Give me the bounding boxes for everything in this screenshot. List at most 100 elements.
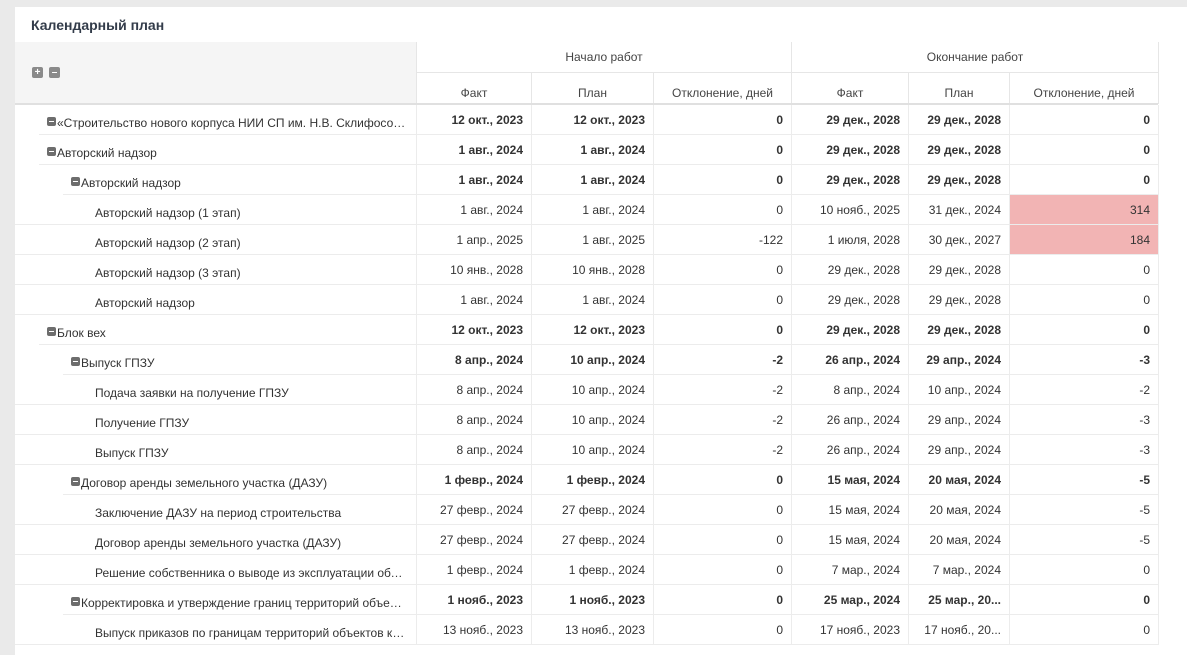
table-row[interactable]: Выпуск ГПЗУ 8 апр., 2024 10 апр., 2024 -2 26…	[15, 435, 1159, 465]
cell-end-plan: 29 дек., 2028	[908, 255, 1009, 285]
table-row[interactable]: Получение ГПЗУ 8 апр., 2024 10 апр., 2024-…	[15, 405, 1159, 435]
cell-end-fact: 15 мая, 2024	[791, 495, 908, 525]
row-label: Подача заявки на получение ГПЗУ	[95, 386, 289, 400]
collapse-toggle-icon[interactable]	[71, 177, 80, 187]
row-name: «Строительство нового корпуса НИИ СП им.…	[47, 105, 407, 135]
row-label: Выпуск ГПЗУ	[81, 356, 155, 370]
row-name: Получение ГПЗУ	[95, 405, 407, 435]
table-row[interactable]: Авторский надзор (1 этап) 1 авг., 2024 1 а…	[15, 195, 1159, 225]
table-row[interactable]: Договор аренды земельного участка (ДАЗУ)…	[15, 465, 1159, 495]
group-header-start: Начало работ	[416, 42, 791, 73]
collapse-toggle-icon[interactable]	[71, 357, 80, 367]
cell-start-plan: 12 окт., 2023	[531, 315, 653, 345]
cell-end-fact: 29 дек., 2028	[791, 105, 908, 135]
cell-start-fact: 27 февр., 2024	[416, 495, 531, 525]
panel-title: Календарный план	[31, 17, 165, 33]
table-row[interactable]: Подача заявки на получение ГПЗУ 8 апр., 2…	[15, 375, 1159, 405]
row-label: Договор аренды земельного участка (ДАЗУ)	[81, 476, 328, 490]
row-divider	[15, 644, 416, 645]
row-label: Блок вех	[57, 326, 106, 340]
row-name: Авторский надзор (3 этап)	[95, 255, 407, 285]
cell-end-plan: 29 апр., 2024	[908, 345, 1009, 375]
cell-start-plan: 1 нояб., 2023	[531, 585, 653, 615]
cell-start-fact: 8 апр., 2024	[416, 375, 531, 405]
table-row[interactable]: Выпуск приказов по границам территорий о…	[15, 615, 1159, 645]
cell-start-deviation: -2	[653, 375, 791, 405]
cell-end-fact: 7 мар., 2024	[791, 555, 908, 585]
col-header-start-deviation[interactable]: Отклонение, дней	[653, 73, 791, 104]
row-label: Корректировка и утверждение границ терри…	[81, 596, 407, 610]
cell-end-deviation: 0	[1009, 615, 1159, 645]
cell-end-deviation: -5	[1009, 495, 1159, 525]
cell-start-deviation: 0	[653, 315, 791, 345]
cell-start-fact: 10 янв., 2028	[416, 255, 531, 285]
collapse-all-icon[interactable]: –	[49, 67, 60, 78]
cell-end-deviation: -5	[1009, 525, 1159, 555]
table-row[interactable]: Корректировка и утверждение границ терри…	[15, 585, 1159, 615]
cell-start-fact: 12 окт., 2023	[416, 315, 531, 345]
table-row[interactable]: Авторский надзор 1 авг., 2024 1 авг., 2024…	[15, 135, 1159, 165]
cell-end-fact: 15 мая, 2024	[791, 465, 908, 495]
cell-start-plan: 13 нояб., 2023	[531, 615, 653, 645]
collapse-toggle-icon[interactable]	[71, 477, 80, 487]
expand-all-icon[interactable]: +	[32, 67, 43, 78]
cell-start-deviation: 0	[653, 525, 791, 555]
cell-start-plan: 27 февр., 2024	[531, 495, 653, 525]
cell-start-deviation: -2	[653, 405, 791, 435]
row-label: Получение ГПЗУ	[95, 416, 190, 430]
cell-end-plan: 20 мая, 2024	[908, 525, 1009, 555]
row-divider	[63, 614, 416, 615]
cell-end-deviation: -5	[1009, 465, 1159, 495]
collapse-toggle-icon[interactable]	[47, 327, 56, 337]
col-header-end-deviation[interactable]: Отклонение, дней	[1009, 73, 1159, 104]
cell-end-fact: 29 дек., 2028	[791, 255, 908, 285]
cell-end-deviation: 0	[1009, 315, 1159, 345]
cell-end-deviation: -3	[1009, 405, 1159, 435]
table-row[interactable]: «Строительство нового корпуса НИИ СП им.…	[15, 105, 1159, 135]
row-name: Выпуск ГПЗУ	[71, 345, 407, 375]
table-row[interactable]: Заключение ДАЗУ на период строительства 2…	[15, 495, 1159, 525]
cell-start-plan: 1 авг., 2024	[531, 135, 653, 165]
col-header-end-plan[interactable]: План	[908, 73, 1009, 104]
table-row[interactable]: Блок вех 12 окт., 2023 12 окт., 2023 0 29 де…	[15, 315, 1159, 345]
cell-start-fact: 8 апр., 2024	[416, 345, 531, 375]
row-name: Корректировка и утверждение границ терри…	[71, 585, 407, 615]
col-header-start-fact[interactable]: Факт	[416, 73, 531, 104]
collapse-toggle-icon[interactable]	[47, 147, 56, 157]
table-row[interactable]: Авторский надзор 1 авг., 2024 1 авг., 2024…	[15, 165, 1159, 195]
row-name: Заключение ДАЗУ на период строительства	[95, 495, 407, 525]
cell-end-fact: 8 апр., 2024	[791, 375, 908, 405]
row-divider	[15, 434, 416, 435]
cell-end-deviation: 0	[1009, 105, 1159, 135]
cell-start-plan: 10 апр., 2024	[531, 405, 653, 435]
row-name: Авторский надзор	[95, 285, 407, 315]
cell-start-fact: 1 нояб., 2023	[416, 585, 531, 615]
collapse-toggle-icon[interactable]	[47, 117, 56, 127]
cell-end-fact: 10 нояб., 2025	[791, 195, 908, 225]
table-row[interactable]: Решение собственника о выводе из эксплуа…	[15, 555, 1159, 585]
table-row[interactable]: Договор аренды земельного участка (ДАЗУ)…	[15, 525, 1159, 555]
col-header-start-plan[interactable]: План	[531, 73, 653, 104]
cell-start-fact: 13 нояб., 2023	[416, 615, 531, 645]
cell-start-plan: 10 апр., 2024	[531, 375, 653, 405]
cell-start-fact: 1 авг., 2024	[416, 135, 531, 165]
cell-end-deviation: 0	[1009, 165, 1159, 195]
col-header-end-fact[interactable]: Факт	[791, 73, 908, 104]
row-divider	[15, 404, 416, 405]
cell-start-plan: 10 апр., 2024	[531, 345, 653, 375]
table-row[interactable]: Авторский надзор (3 этап) 10 янв., 2028 10…	[15, 255, 1159, 285]
cell-start-fact: 1 авг., 2024	[416, 165, 531, 195]
cell-end-fact: 29 дек., 2028	[791, 135, 908, 165]
collapse-toggle-icon[interactable]	[71, 597, 80, 607]
table-row[interactable]: Авторский надзор (2 этап) 1 апр., 2025 1 а…	[15, 225, 1159, 255]
table-row[interactable]: Выпуск ГПЗУ 8 апр., 2024 10 апр., 2024 -2 26…	[15, 345, 1159, 375]
cell-end-deviation: 184	[1009, 225, 1159, 255]
cell-start-fact: 8 апр., 2024	[416, 405, 531, 435]
row-divider	[15, 524, 416, 525]
cell-end-plan: 7 мар., 2024	[908, 555, 1009, 585]
cell-end-deviation: 0	[1009, 135, 1159, 165]
table-row[interactable]: Авторский надзор 1 авг., 2024 1 авг., 2024…	[15, 285, 1159, 315]
cell-end-deviation: -3	[1009, 435, 1159, 465]
cell-start-deviation: -2	[653, 345, 791, 375]
row-name: Авторский надзор	[47, 135, 407, 165]
